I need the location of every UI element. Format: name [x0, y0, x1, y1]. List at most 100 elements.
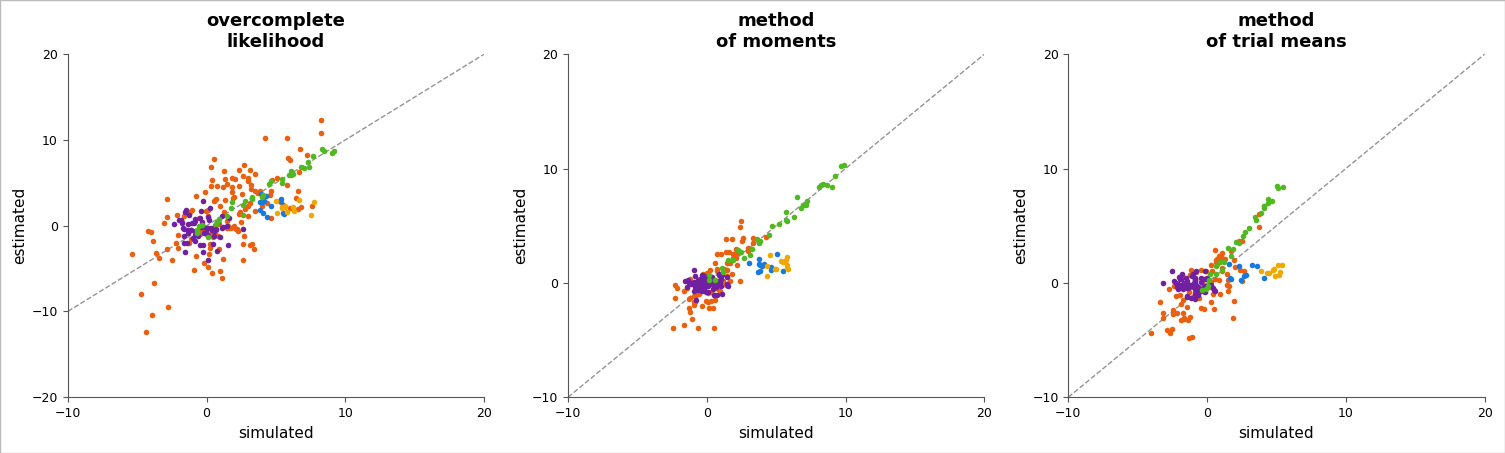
Point: [202, 232, 226, 240]
Point: [766, 221, 790, 228]
Point: [736, 244, 760, 251]
Point: [1207, 259, 1231, 266]
Point: [703, 282, 727, 289]
Point: [208, 267, 232, 275]
Point: [138, 228, 163, 236]
Point: [697, 277, 721, 284]
Point: [164, 239, 188, 246]
X-axis label: simulated: simulated: [238, 425, 313, 440]
Point: [1263, 265, 1287, 273]
Point: [191, 223, 215, 230]
Point: [278, 156, 303, 164]
Point: [688, 279, 712, 286]
Point: [682, 298, 706, 305]
Point: [795, 197, 819, 204]
Point: [209, 274, 233, 281]
Point: [214, 196, 238, 203]
Point: [740, 239, 765, 246]
Point: [179, 236, 203, 243]
Point: [196, 256, 220, 264]
Point: [248, 207, 272, 214]
Point: [185, 230, 209, 237]
Point: [1174, 277, 1198, 284]
Point: [220, 188, 244, 196]
Point: [152, 219, 176, 226]
Point: [1249, 267, 1273, 275]
Point: [706, 285, 730, 293]
Point: [191, 248, 215, 255]
Point: [703, 259, 727, 266]
Point: [709, 282, 733, 289]
Point: [1183, 290, 1207, 298]
Point: [728, 277, 752, 284]
Point: [184, 231, 208, 239]
Point: [281, 204, 306, 211]
Point: [1181, 280, 1206, 287]
Point: [765, 265, 789, 272]
Point: [697, 275, 721, 282]
Point: [718, 278, 742, 285]
Point: [1201, 284, 1225, 292]
Point: [694, 283, 718, 290]
Point: [662, 281, 686, 288]
Point: [748, 237, 772, 245]
Point: [1193, 268, 1218, 275]
Point: [1266, 262, 1290, 269]
Point: [679, 280, 703, 288]
Point: [725, 250, 749, 257]
Point: [191, 259, 215, 266]
Point: [757, 231, 781, 239]
Point: [1233, 268, 1257, 275]
Point: [1180, 282, 1204, 289]
Point: [259, 188, 283, 195]
Point: [233, 197, 257, 204]
Point: [774, 208, 798, 215]
Point: [185, 226, 209, 233]
Point: [173, 248, 197, 255]
Point: [748, 267, 772, 275]
Point: [190, 219, 214, 226]
Point: [709, 251, 733, 258]
Point: [692, 277, 716, 284]
Point: [1180, 334, 1204, 341]
Point: [1174, 294, 1198, 301]
Point: [721, 236, 745, 243]
Point: [265, 174, 289, 181]
Point: [1263, 272, 1287, 280]
Point: [707, 272, 731, 279]
Point: [759, 267, 783, 274]
Point: [1192, 305, 1216, 313]
Point: [1261, 267, 1285, 274]
Point: [155, 213, 179, 221]
Point: [1174, 282, 1198, 289]
Point: [268, 197, 292, 204]
Point: [206, 232, 230, 239]
Point: [716, 256, 740, 263]
Point: [1151, 314, 1175, 322]
Point: [682, 280, 706, 288]
Point: [196, 225, 220, 232]
Point: [178, 208, 202, 216]
Point: [1198, 279, 1222, 286]
Point: [756, 263, 780, 270]
Point: [194, 207, 218, 215]
Point: [251, 198, 275, 205]
Point: [226, 227, 250, 234]
Point: [685, 296, 709, 304]
Point: [286, 206, 310, 213]
Point: [172, 225, 196, 232]
Point: [676, 284, 700, 292]
Point: [321, 149, 345, 157]
Point: [689, 286, 713, 293]
Point: [706, 268, 730, 275]
Point: [710, 291, 734, 298]
Point: [661, 324, 685, 332]
Point: [1264, 183, 1288, 190]
Point: [704, 250, 728, 257]
Point: [697, 280, 721, 288]
Point: [692, 283, 716, 290]
Point: [1195, 283, 1219, 290]
Point: [251, 209, 275, 217]
Point: [704, 291, 728, 299]
Point: [1166, 282, 1190, 289]
